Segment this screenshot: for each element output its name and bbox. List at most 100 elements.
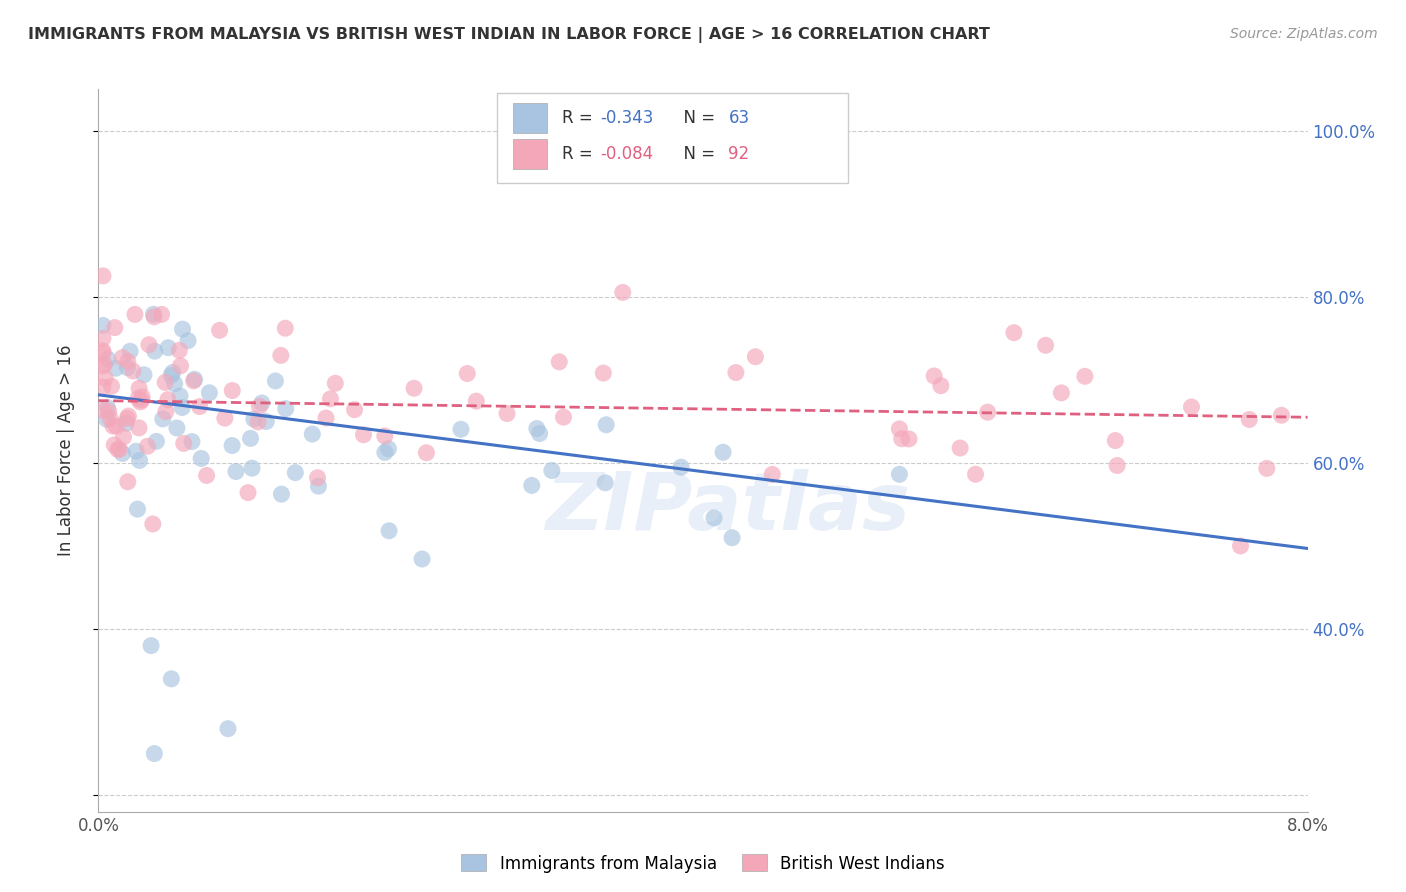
Point bbox=[217, 722, 239, 736]
Point bbox=[107, 442, 129, 457]
Point bbox=[976, 405, 998, 419]
Point bbox=[155, 404, 177, 418]
Point bbox=[91, 343, 114, 358]
Point bbox=[274, 401, 297, 416]
Point bbox=[240, 461, 263, 475]
Point bbox=[239, 431, 262, 445]
Text: R =: R = bbox=[561, 145, 598, 163]
Point bbox=[301, 427, 323, 442]
Point bbox=[378, 524, 401, 538]
Point bbox=[897, 432, 920, 446]
Point bbox=[711, 445, 734, 459]
Point bbox=[128, 453, 150, 467]
Point bbox=[143, 344, 166, 359]
Point bbox=[402, 381, 425, 395]
Text: 63: 63 bbox=[728, 109, 749, 127]
Point bbox=[97, 352, 120, 367]
Point bbox=[91, 380, 114, 394]
Point bbox=[132, 368, 155, 382]
Point bbox=[949, 441, 972, 455]
Point bbox=[124, 307, 146, 321]
Point bbox=[183, 372, 205, 386]
Point bbox=[153, 376, 176, 390]
Point bbox=[374, 429, 396, 443]
Point bbox=[965, 467, 987, 482]
Point bbox=[496, 407, 519, 421]
Point bbox=[122, 364, 145, 378]
Point bbox=[247, 415, 270, 429]
Point bbox=[236, 485, 259, 500]
Point bbox=[91, 331, 114, 345]
Point bbox=[592, 366, 614, 380]
Point bbox=[190, 451, 212, 466]
Point bbox=[323, 376, 346, 391]
Point bbox=[172, 322, 194, 336]
Point bbox=[108, 442, 131, 457]
Point bbox=[115, 411, 138, 425]
Point bbox=[117, 475, 139, 489]
Point bbox=[225, 465, 247, 479]
Bar bbox=[513, 139, 547, 169]
Point bbox=[929, 378, 952, 392]
Point bbox=[166, 421, 188, 435]
Point bbox=[703, 511, 725, 525]
Point bbox=[143, 747, 166, 761]
Point bbox=[724, 366, 747, 380]
Point bbox=[91, 346, 114, 360]
Point bbox=[1074, 369, 1097, 384]
Point bbox=[181, 434, 204, 449]
Point bbox=[115, 417, 138, 431]
Point bbox=[890, 432, 912, 446]
Point bbox=[319, 392, 342, 406]
Point bbox=[160, 672, 183, 686]
Point bbox=[1256, 461, 1278, 475]
Point bbox=[270, 487, 292, 501]
Text: IMMIGRANTS FROM MALAYSIA VS BRITISH WEST INDIAN IN LABOR FORCE | AGE > 16 CORREL: IMMIGRANTS FROM MALAYSIA VS BRITISH WEST… bbox=[28, 27, 990, 43]
Point bbox=[1107, 458, 1129, 473]
Point bbox=[98, 411, 121, 425]
Point bbox=[188, 400, 211, 414]
Point bbox=[160, 368, 183, 383]
Point bbox=[315, 411, 337, 425]
Point bbox=[270, 348, 292, 362]
Text: R =: R = bbox=[561, 109, 598, 127]
Point bbox=[208, 323, 231, 337]
Point bbox=[520, 478, 543, 492]
Point bbox=[1104, 434, 1126, 448]
Point bbox=[100, 379, 122, 393]
Point bbox=[96, 412, 118, 426]
Point bbox=[889, 422, 911, 436]
Point bbox=[101, 419, 124, 434]
Text: N =: N = bbox=[672, 109, 720, 127]
Point bbox=[595, 417, 617, 432]
Text: Source: ZipAtlas.com: Source: ZipAtlas.com bbox=[1230, 27, 1378, 41]
Point bbox=[131, 393, 153, 408]
Point bbox=[343, 402, 366, 417]
Point bbox=[103, 438, 125, 452]
Point bbox=[139, 639, 162, 653]
Point bbox=[195, 468, 218, 483]
Point bbox=[221, 438, 243, 452]
Point bbox=[120, 344, 142, 359]
Point bbox=[142, 516, 165, 531]
Point bbox=[1180, 400, 1202, 414]
Point bbox=[91, 359, 114, 374]
Point bbox=[465, 394, 488, 409]
Point bbox=[91, 268, 114, 283]
Point bbox=[249, 400, 271, 414]
Point bbox=[721, 531, 744, 545]
Point bbox=[104, 320, 127, 334]
Legend: Immigrants from Malaysia, British West Indians: Immigrants from Malaysia, British West I… bbox=[454, 847, 952, 880]
Point bbox=[127, 392, 149, 406]
Point bbox=[96, 401, 118, 415]
Point bbox=[1035, 338, 1057, 352]
Point bbox=[111, 446, 134, 460]
Point bbox=[93, 357, 115, 371]
Point bbox=[169, 359, 191, 373]
Point bbox=[374, 445, 396, 459]
Point bbox=[131, 390, 153, 404]
Point bbox=[127, 502, 149, 516]
Point bbox=[111, 351, 134, 365]
Point bbox=[264, 374, 287, 388]
Point bbox=[669, 460, 692, 475]
